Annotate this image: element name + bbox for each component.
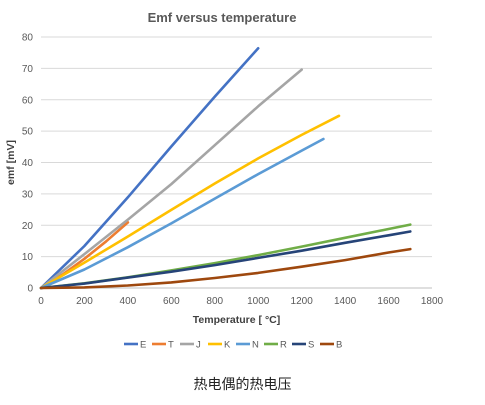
- gridlines: [41, 36, 432, 258]
- legend-label-R: R: [280, 340, 287, 351]
- series-lines: [39, 46, 412, 290]
- y-axis-label: emf [mV]: [5, 140, 17, 185]
- y-tick-label: 10: [22, 252, 34, 263]
- y-tick-label: 60: [22, 95, 34, 106]
- y-axis-ticks: 0 10 20 30 40 50 60 70 80: [22, 33, 34, 295]
- y-tick-label: 0: [27, 284, 33, 295]
- x-tick-label: 800: [206, 296, 223, 307]
- series-line-J: [39, 68, 304, 290]
- x-tick-label: 1800: [421, 296, 444, 307]
- legend-label-B: B: [336, 340, 342, 351]
- y-tick-label: 50: [22, 127, 34, 138]
- x-tick-label: 1200: [291, 296, 314, 307]
- series-line-S: [39, 230, 412, 290]
- y-tick-label: 20: [22, 221, 34, 232]
- chart-title: Emf versus temperature: [148, 10, 297, 25]
- x-tick-label: 200: [76, 296, 93, 307]
- x-tick-label: 600: [163, 296, 180, 307]
- legend-label-J: J: [196, 340, 201, 351]
- x-tick-label: 1400: [334, 296, 357, 307]
- x-tick-label: 1000: [247, 296, 270, 307]
- series-line-E: [39, 46, 260, 290]
- y-tick-label: 40: [22, 158, 34, 169]
- x-tick-label: 1600: [377, 296, 400, 307]
- series-line-K: [39, 114, 341, 290]
- series-line-N: [39, 137, 325, 290]
- figure-caption: 热电偶的热电压: [193, 377, 292, 393]
- legend-label-K: K: [224, 340, 231, 351]
- y-tick-label: 30: [22, 189, 34, 200]
- legend-label-T: T: [168, 340, 174, 351]
- y-tick-label: 70: [22, 64, 34, 75]
- legend-label-E: E: [140, 340, 146, 351]
- legend-label-S: S: [308, 340, 314, 351]
- x-axis-label: Temperature [ °C]: [193, 314, 280, 326]
- x-tick-label: 0: [38, 296, 44, 307]
- series-line-B: [39, 247, 412, 290]
- x-tick-label: 400: [120, 296, 137, 307]
- x-axis-ticks: 0 200 400 600 800 1000 1200 1400 1600 1800: [38, 296, 443, 307]
- emf-temperature-chart: Emf versus temperature 0 10 20 30 40 50 60 70 80…: [5, 10, 444, 351]
- legend-label-N: N: [252, 340, 259, 351]
- y-tick-label: 80: [22, 33, 34, 44]
